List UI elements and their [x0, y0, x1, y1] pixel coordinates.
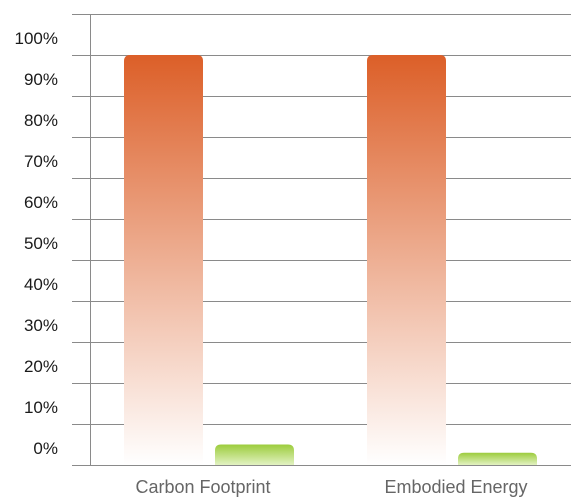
bar-carbon-footprint-series-1 — [124, 55, 203, 465]
y-tick-label: 80% — [24, 111, 58, 130]
y-tick-label: 70% — [24, 152, 58, 171]
bar-carbon-footprint-series-2 — [215, 444, 294, 465]
y-tick-label: 30% — [24, 316, 58, 335]
y-tick-label: 100% — [15, 29, 58, 48]
bars — [124, 55, 537, 465]
bar-embodied-energy-series-2 — [458, 452, 537, 465]
y-tick-label: 0% — [33, 439, 58, 458]
bar-embodied-energy-series-1 — [367, 55, 446, 465]
y-tick-label: 40% — [24, 275, 58, 294]
y-tick-label: 90% — [24, 70, 58, 89]
x-category-label: Carbon Footprint — [135, 477, 270, 497]
y-axis-tick-labels: 0% 10% 20% 30% 40% 50% 60% 70% 80% 90% 100% — [15, 29, 58, 458]
y-tick-label: 50% — [24, 234, 58, 253]
y-tick-label: 10% — [24, 398, 58, 417]
y-tick-label: 20% — [24, 357, 58, 376]
x-category-label: Embodied Energy — [384, 477, 527, 497]
y-tick-label: 60% — [24, 193, 58, 212]
x-axis-category-labels: Carbon Footprint Embodied Energy — [135, 477, 527, 497]
